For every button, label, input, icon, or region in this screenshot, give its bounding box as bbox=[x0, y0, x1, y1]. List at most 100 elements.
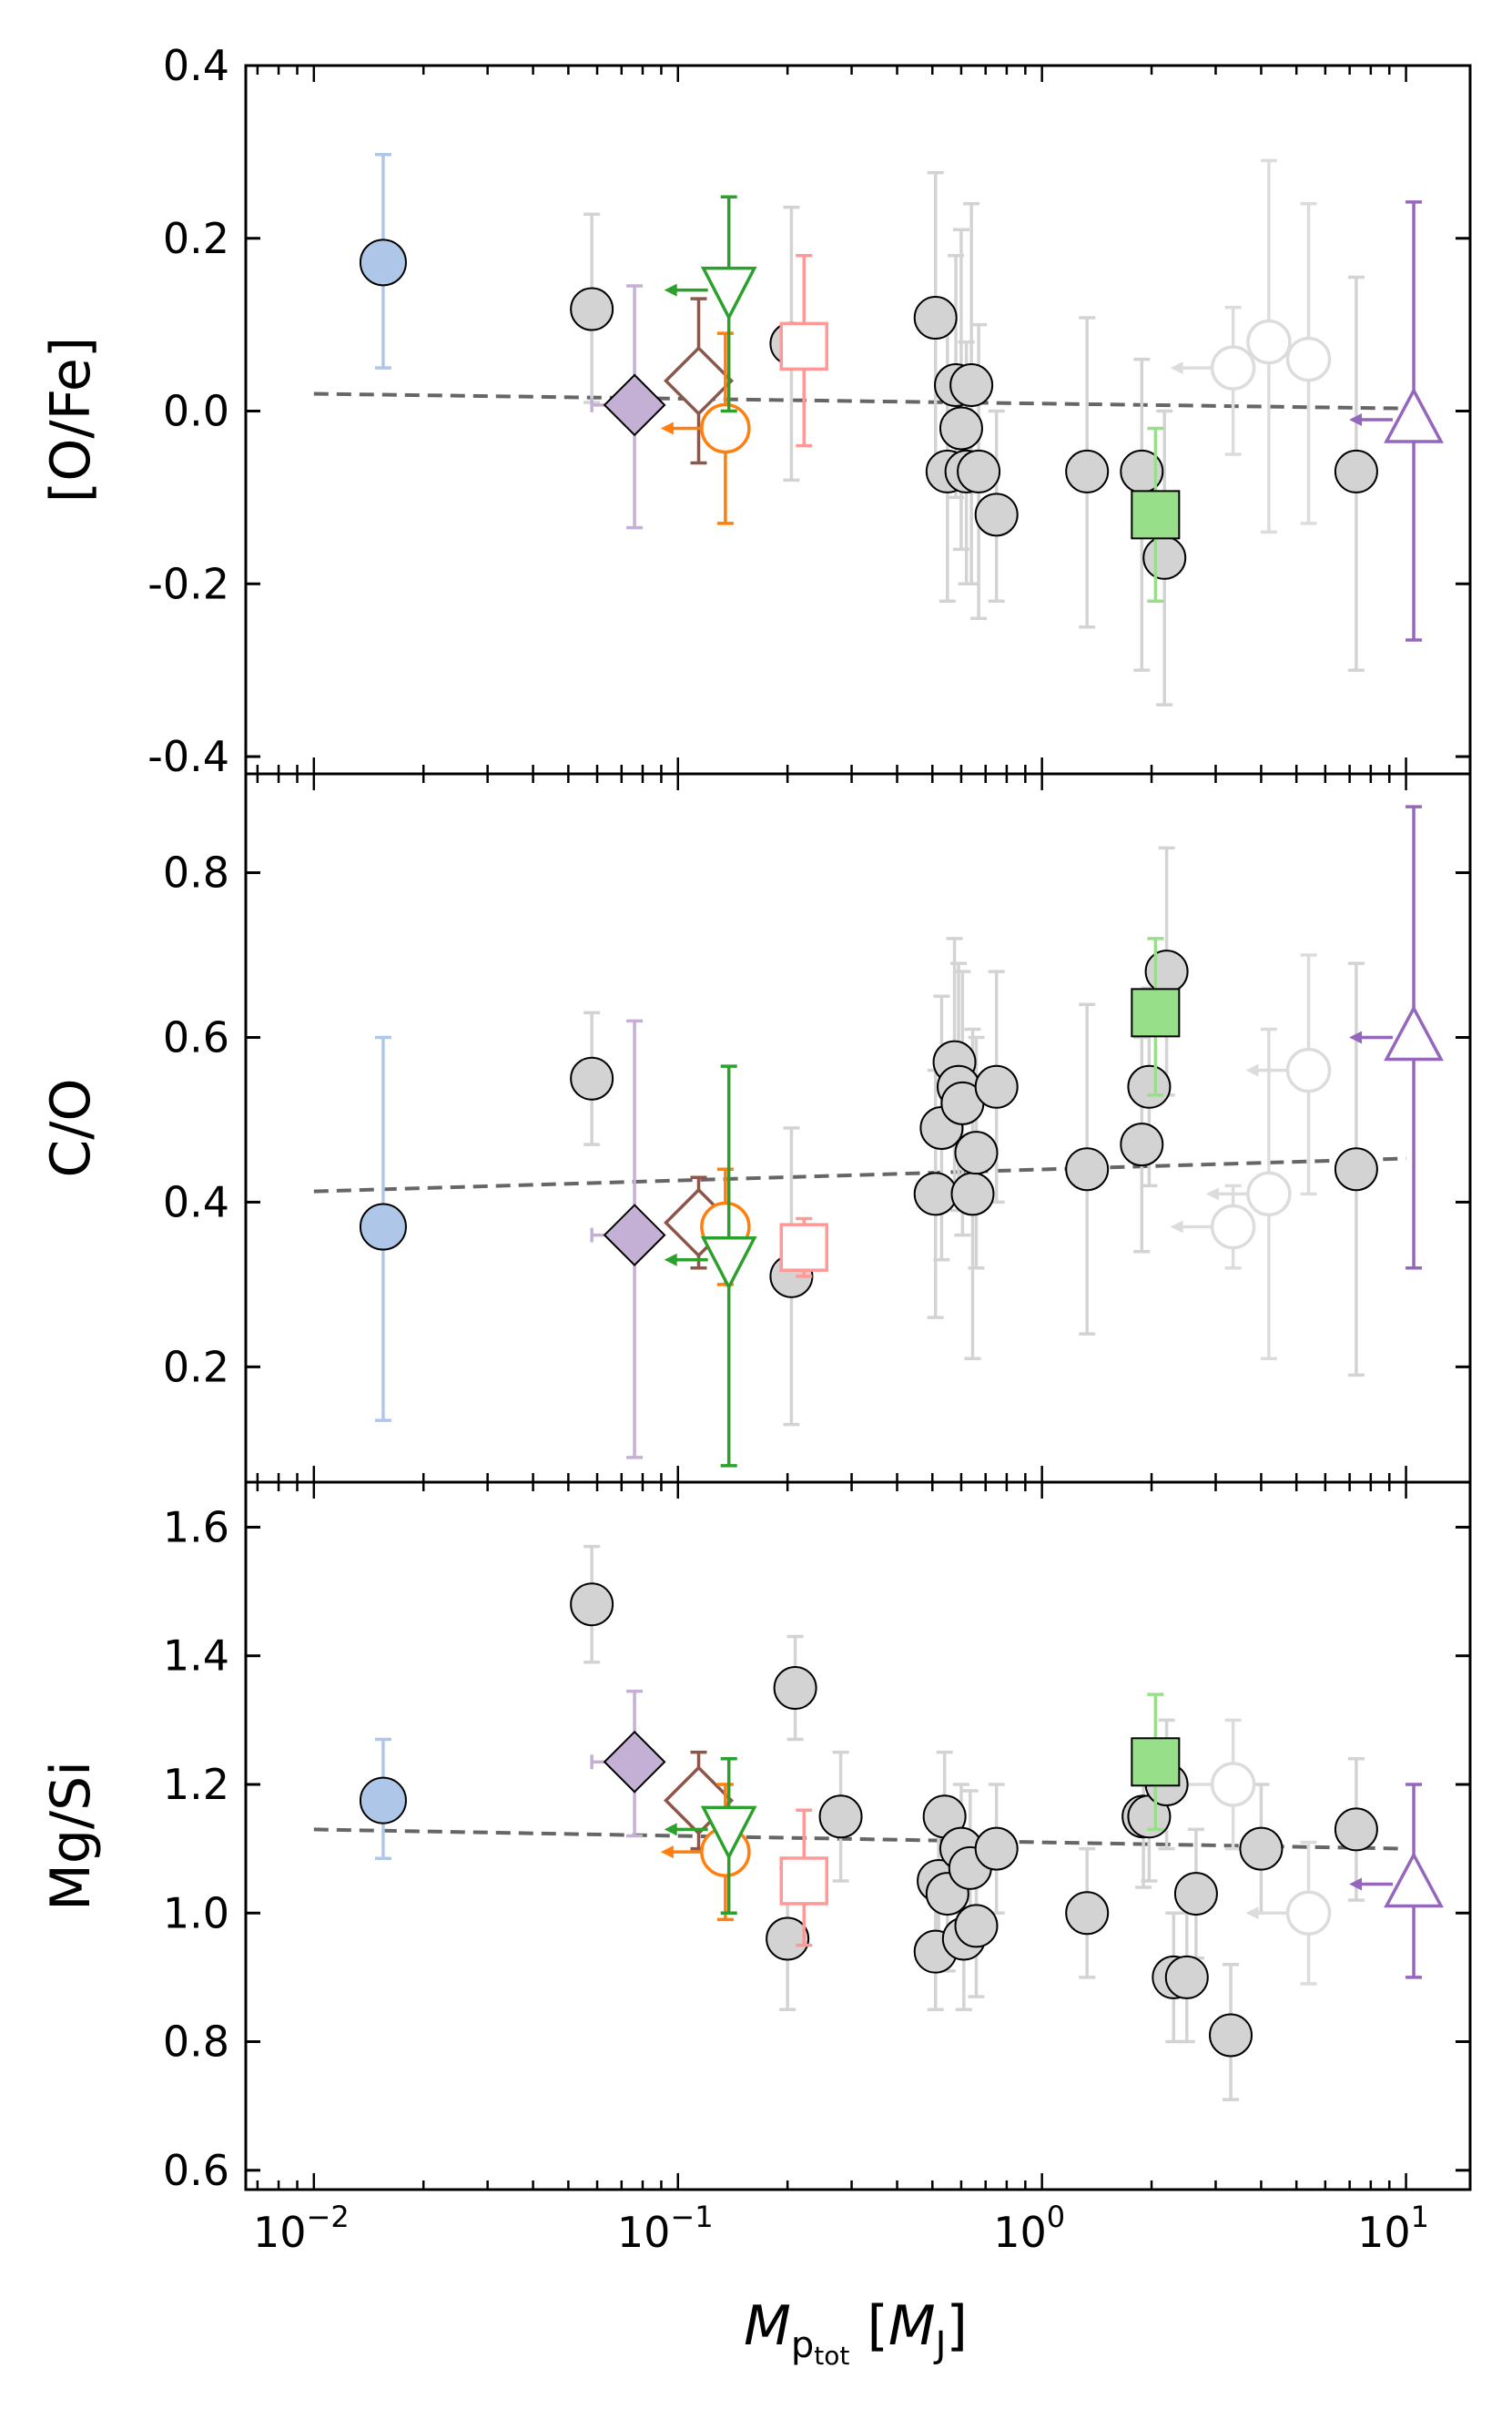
panels-layer: 0.4 0.2 0.0 -0.2 -0.4 [O/Fe] 0.8 0.6 0.4 0.2 C/O 1.… bbox=[39, 41, 1472, 2195]
green-triangle-marker bbox=[700, 266, 757, 321]
green-square-point bbox=[1131, 1692, 1181, 1832]
green-square-marker bbox=[1131, 988, 1181, 1038]
purple-triangle-up-point bbox=[1349, 1783, 1444, 1979]
panel-ofe: 0.4 0.2 0.0 -0.2 -0.4 [O/Fe] bbox=[39, 41, 1472, 781]
grey-marker bbox=[818, 1794, 863, 1839]
open-grey-marker bbox=[1285, 1047, 1332, 1093]
grey-marker bbox=[950, 1172, 995, 1216]
green-triangle-down-point bbox=[664, 1064, 757, 1468]
green-triangle-down-point bbox=[664, 1756, 757, 1916]
y-tick-label: 0.0 bbox=[163, 387, 229, 436]
pink-square-point bbox=[779, 1216, 829, 1278]
y-tick-label: 1.4 bbox=[163, 1631, 229, 1681]
grey-marker bbox=[1065, 1147, 1110, 1192]
x-tick-label: 101 bbox=[1357, 2200, 1429, 2257]
x-tick-base: 10 bbox=[617, 2208, 671, 2257]
purple-diamond-marker bbox=[603, 1730, 666, 1794]
x-axis-label-part: M bbox=[744, 2294, 791, 2358]
x-tick-exponent: −1 bbox=[670, 2200, 713, 2234]
x-tick-label: 100 bbox=[993, 2200, 1065, 2257]
open-grey-marker bbox=[1246, 319, 1292, 365]
grey-marker bbox=[570, 287, 614, 331]
blue-circle-point bbox=[359, 152, 407, 370]
x-axis-label: Mptot [MJ] bbox=[744, 2294, 968, 2371]
green-square-marker bbox=[1131, 490, 1181, 540]
open-grey-point bbox=[1205, 1027, 1292, 1361]
grey-marker bbox=[1334, 1807, 1378, 1852]
purple-triangle-marker bbox=[1384, 387, 1444, 443]
open-grey-marker bbox=[1285, 336, 1332, 382]
x-tick-base: 10 bbox=[253, 2208, 307, 2257]
blue-circle-marker bbox=[359, 1776, 407, 1824]
grey-marker bbox=[1209, 2013, 1253, 2058]
blue-circle-point bbox=[359, 1035, 407, 1422]
x-tick-base: 10 bbox=[993, 2208, 1047, 2257]
grey-marker bbox=[957, 449, 1001, 493]
green-triangle-marker bbox=[700, 1805, 757, 1861]
blue-circle-point bbox=[359, 1737, 407, 1860]
arrow-head bbox=[660, 1845, 674, 1859]
arrow-head bbox=[1170, 361, 1183, 375]
grey-marker bbox=[570, 1056, 614, 1101]
orange-circle-marker bbox=[700, 402, 751, 454]
x-tick-label: 10−2 bbox=[253, 2200, 350, 2257]
y-axis-label: C/O bbox=[39, 1078, 103, 1177]
arrow-head bbox=[1245, 1063, 1259, 1077]
grey-marker bbox=[954, 1904, 999, 1948]
panel-content bbox=[313, 152, 1444, 706]
x-axis-label-part: p bbox=[791, 2324, 814, 2366]
open-grey-marker bbox=[1210, 345, 1256, 391]
grey-marker bbox=[1239, 1826, 1284, 1871]
pink-square-point bbox=[779, 1808, 829, 1947]
green-square-point bbox=[1131, 426, 1181, 603]
purple-diamond-point bbox=[590, 1019, 666, 1459]
panel-co: 0.8 0.6 0.4 0.2 C/O bbox=[39, 772, 1472, 1484]
pink-square-point bbox=[779, 253, 829, 448]
purple-diamond-marker bbox=[603, 373, 666, 437]
y-tick-label: -0.4 bbox=[147, 732, 229, 781]
trend-line bbox=[313, 1156, 1406, 1194]
grey-marker bbox=[913, 296, 958, 340]
arrow-head bbox=[1349, 1877, 1363, 1891]
y-tick-label: 1.2 bbox=[163, 1760, 229, 1809]
y-tick-label: 0.6 bbox=[163, 2146, 229, 2195]
blue-circle-marker bbox=[359, 1203, 407, 1251]
grey-marker bbox=[1127, 1064, 1172, 1109]
pink-square-marker bbox=[779, 1856, 829, 1906]
x-tick-exponent: 1 bbox=[1411, 2200, 1429, 2234]
open-grey-point bbox=[1245, 953, 1332, 1196]
arrow-head bbox=[664, 1253, 677, 1266]
purple-diamond-point bbox=[590, 1689, 666, 1838]
panel-frame bbox=[244, 1480, 1472, 2191]
arrow-head bbox=[660, 422, 674, 435]
x-tick-base: 10 bbox=[1357, 2208, 1411, 2257]
y-axis-label: Mg/Si bbox=[39, 1761, 103, 1911]
open-grey-point bbox=[1245, 1840, 1332, 1986]
panel-content bbox=[313, 805, 1444, 1468]
arrow-head bbox=[1349, 1031, 1363, 1044]
grey-marker bbox=[939, 406, 983, 451]
x-axis-label-part: M bbox=[888, 2294, 936, 2358]
y-axis-label: [O/Fe] bbox=[39, 337, 103, 503]
green-square-marker bbox=[1131, 1737, 1181, 1787]
grey-marker bbox=[1334, 449, 1378, 493]
x-tick-exponent: −2 bbox=[307, 2200, 350, 2234]
pink-square-marker bbox=[779, 321, 829, 371]
pink-square-marker bbox=[779, 1223, 829, 1272]
grey-marker bbox=[1065, 449, 1110, 493]
panel-content bbox=[313, 1544, 1444, 2101]
arrow-head bbox=[1170, 1220, 1183, 1234]
y-tick-label: 0.8 bbox=[163, 2018, 229, 2067]
open-grey-marker bbox=[1285, 1890, 1332, 1936]
y-tick-label: 1.6 bbox=[163, 1502, 229, 1551]
x-axis-label-part: tot bbox=[814, 2341, 849, 2371]
x-axis-label-part: J bbox=[933, 2324, 947, 2366]
grey-marker bbox=[1065, 1891, 1110, 1936]
grey-marker bbox=[1334, 1147, 1378, 1192]
purple-triangle-marker bbox=[1384, 1004, 1444, 1062]
arrow-head bbox=[664, 1823, 677, 1836]
grey-marker bbox=[954, 1131, 999, 1175]
panel-frame bbox=[244, 64, 1472, 776]
open-grey-point bbox=[1170, 1718, 1256, 1851]
